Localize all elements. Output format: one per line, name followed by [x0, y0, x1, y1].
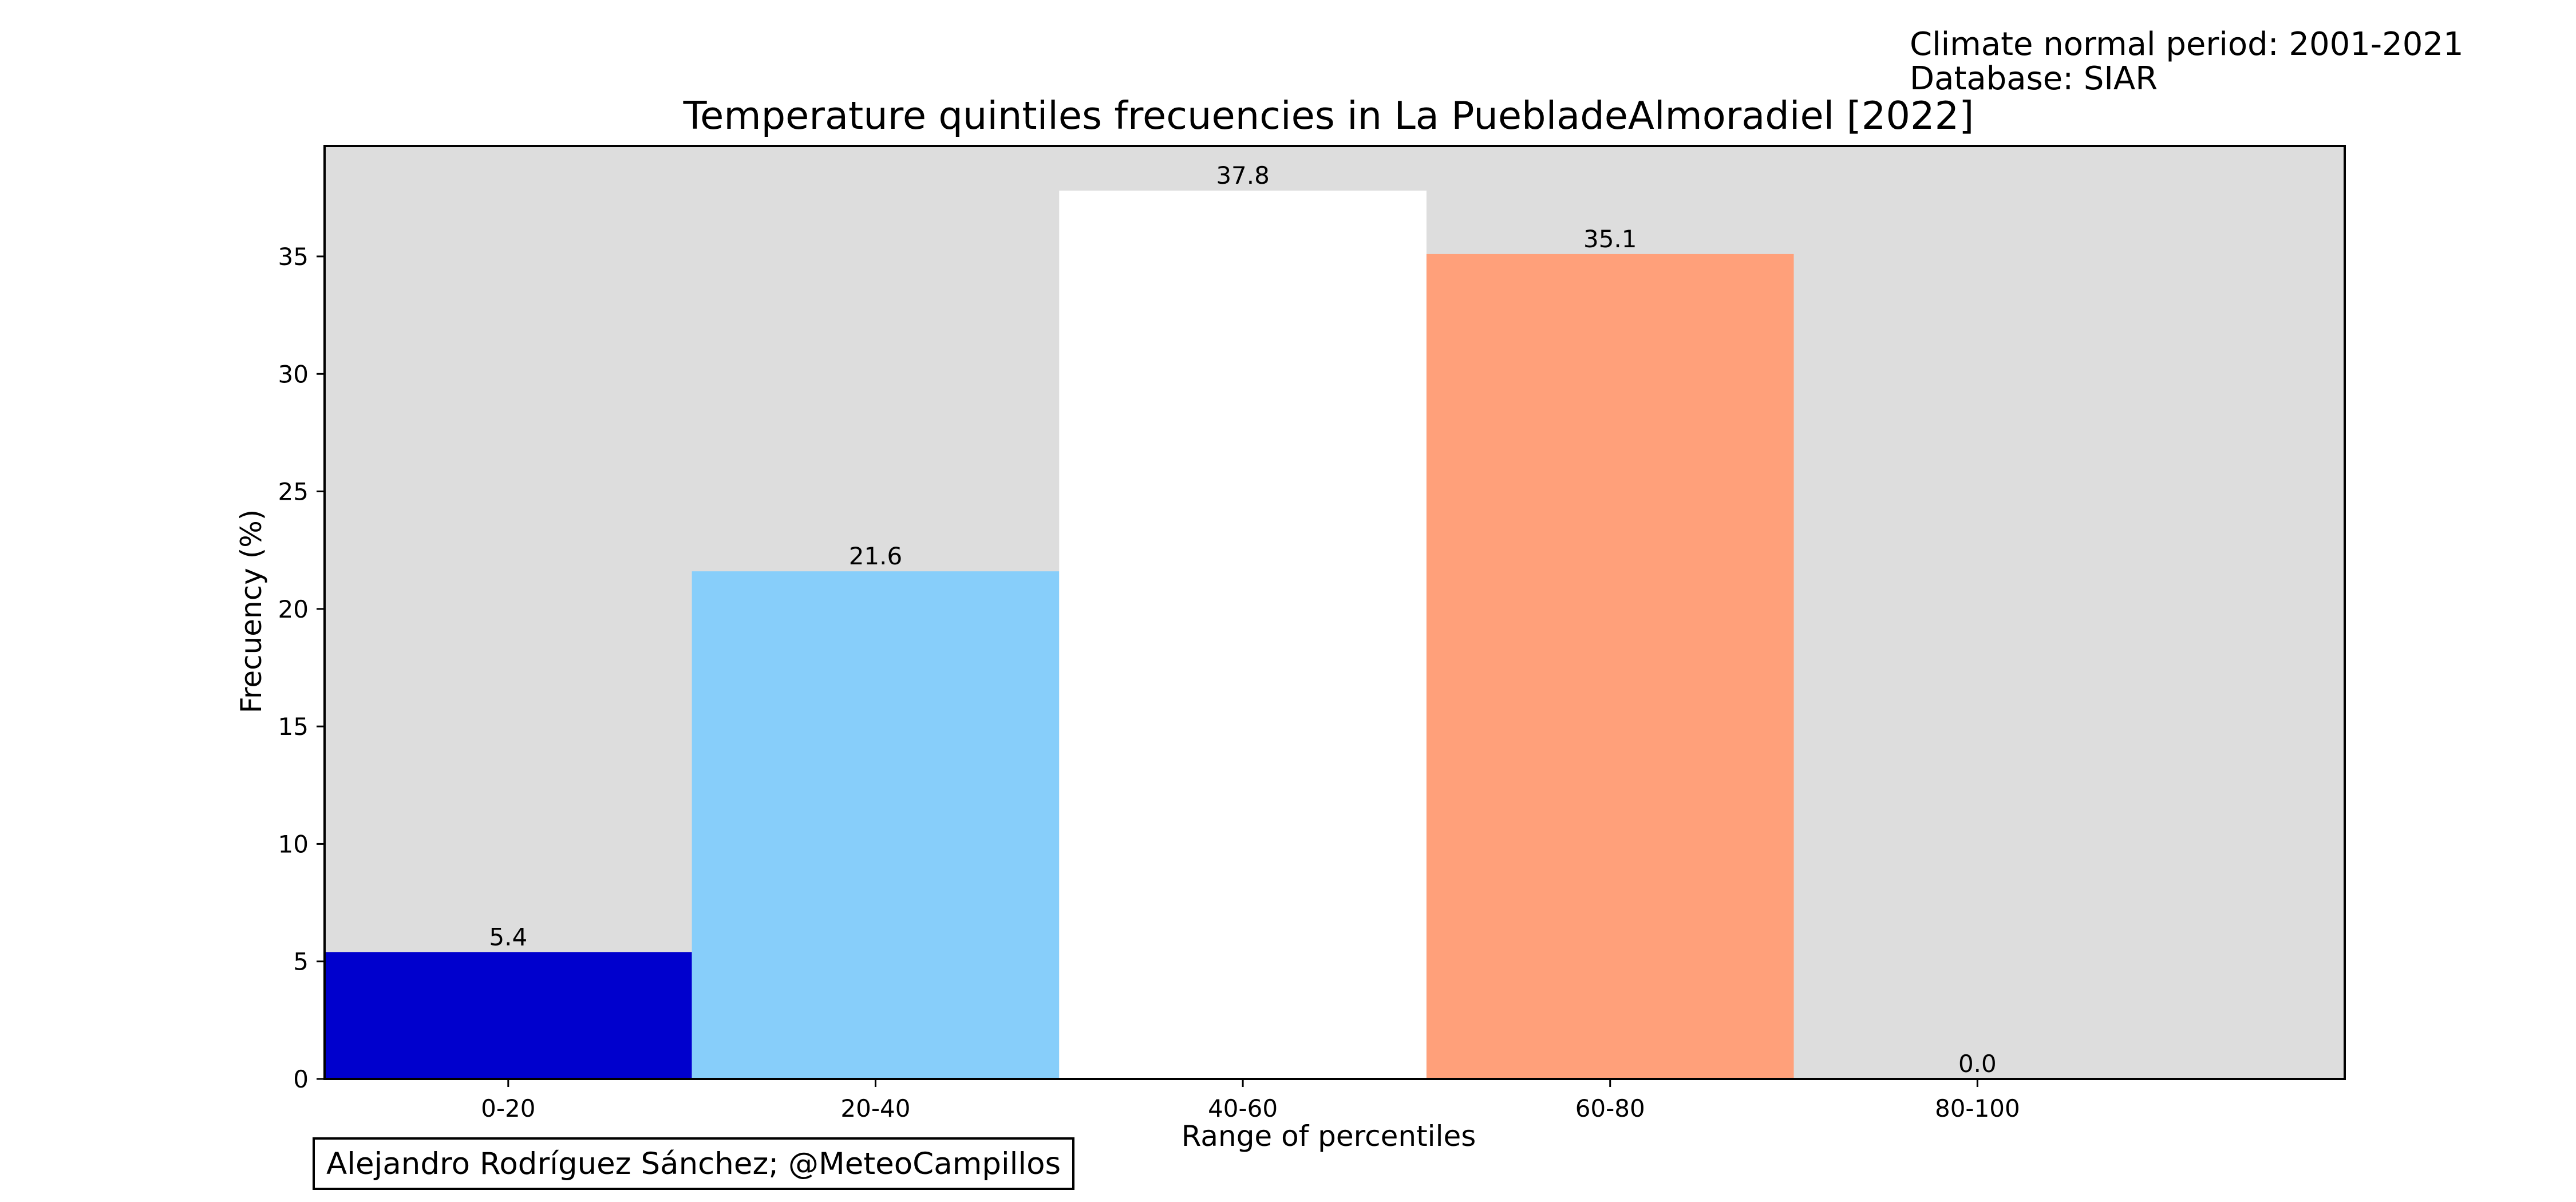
value-label-40-60: 37.8 — [1216, 161, 1270, 189]
normal-period-text: Climate normal period: 2001-2021 — [1910, 26, 2464, 63]
bars-group — [325, 191, 1794, 1080]
value-label-60-80: 35.1 — [1583, 225, 1637, 253]
y-axis: 0 5 10 15 20 25 30 35 — [278, 243, 325, 1093]
bar-40-60 — [1059, 191, 1427, 1080]
x-tick-label-40-60: 40-60 — [1208, 1094, 1278, 1122]
chart-title: Temperature quintiles frecuencies in La … — [683, 93, 1974, 138]
value-label-20-40: 21.6 — [849, 542, 903, 570]
value-label-80-100: 0.0 — [1958, 1050, 1997, 1078]
plot-frame — [323, 145, 2346, 1080]
y-tick-label-0: 0 — [293, 1065, 309, 1093]
bar-60-80 — [1426, 254, 1794, 1080]
y-tick-label-10: 10 — [278, 830, 309, 858]
bar-20-40 — [692, 571, 1060, 1079]
database-text: Database: SIAR — [1910, 60, 2158, 97]
credit-text: Alejandro Rodríguez Sánchez; @MeteoCampi… — [326, 1146, 1061, 1181]
value-labels-group: 5.4 21.6 37.8 35.1 0.0 — [489, 161, 1996, 1078]
bar-0-20 — [325, 952, 692, 1079]
x-tick-label-60-80: 60-80 — [1575, 1094, 1645, 1122]
credit-box: Alejandro Rodríguez Sánchez; @MeteoCampi… — [313, 1137, 1075, 1190]
x-axis-label: Range of percentiles — [1182, 1120, 1476, 1153]
y-tick-label-5: 5 — [293, 948, 309, 976]
x-axis: 0-20 20-40 40-60 60-80 80-100 — [481, 1079, 2020, 1122]
x-tick-label-20-40: 20-40 — [840, 1094, 910, 1122]
x-tick-label-80-100: 80-100 — [1935, 1094, 2020, 1122]
y-tick-label-35: 35 — [278, 243, 309, 271]
y-axis-label: Frecuency (%) — [235, 509, 268, 713]
x-tick-label-0-20: 0-20 — [481, 1094, 535, 1122]
y-tick-label-30: 30 — [278, 360, 309, 388]
y-tick-label-20: 20 — [278, 595, 309, 623]
y-tick-label-25: 25 — [278, 478, 309, 506]
value-label-0-20: 5.4 — [489, 923, 527, 951]
y-tick-label-15: 15 — [278, 713, 309, 741]
